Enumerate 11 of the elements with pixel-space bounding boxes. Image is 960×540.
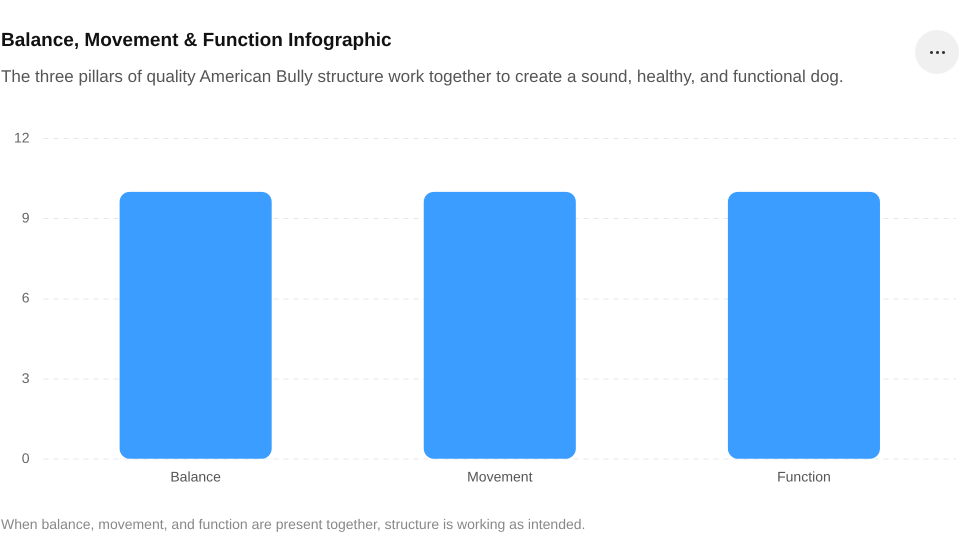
y-tick-label: 9: [22, 209, 30, 226]
text: When balance, movement, and function are present together, structure is working as intended.: [1, 516, 586, 532]
y-tick-label: 6: [22, 290, 30, 306]
x-tick-label: Movement: [467, 468, 533, 484]
chart-title: Balance, Movement & Function Infographic: [1, 30, 392, 52]
y-tick-label: 12: [14, 129, 30, 146]
y-tick-label: 3: [22, 370, 30, 386]
y-tick-label: 0: [22, 450, 30, 466]
chart-subtitle: The three pillars of quality American Bully structure work together to create a sound, healthy, and functional dog.: [1, 67, 844, 87]
x-tick-label: Function: [777, 468, 831, 484]
x-tick-label: Balance: [170, 468, 222, 484]
